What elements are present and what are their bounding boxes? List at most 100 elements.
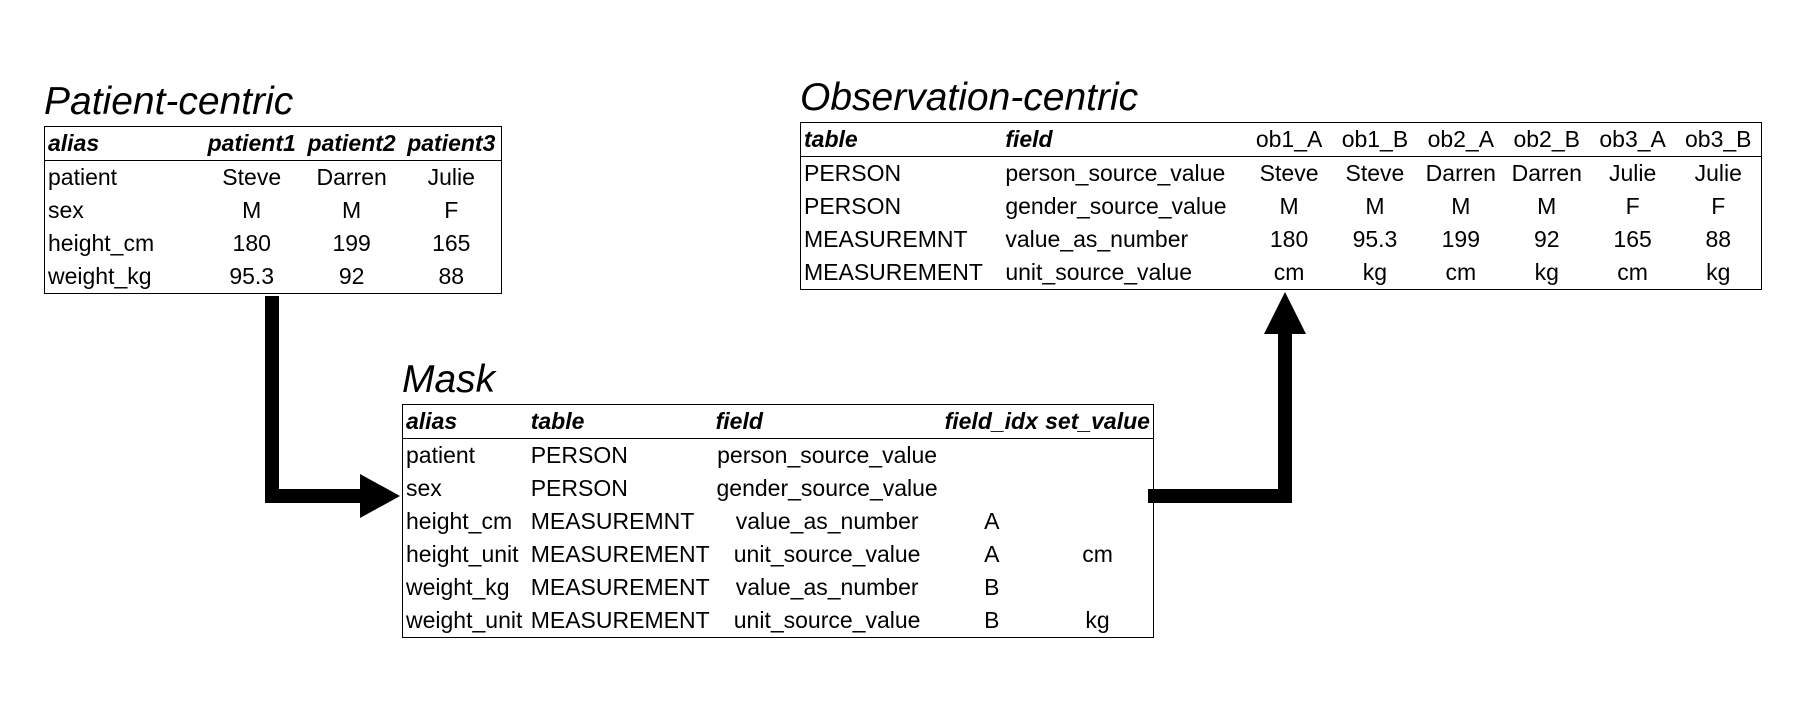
cell: MEASUREMNT — [804, 226, 968, 252]
col-header: ob2_B — [1503, 122, 1590, 157]
cell: 199 — [332, 230, 371, 256]
table-row: sex PERSON gender_source_value — [403, 472, 1154, 505]
cell: unit_source_value — [1005, 259, 1193, 285]
col-header: patient3 — [401, 126, 502, 161]
cell: value_as_number — [735, 574, 919, 600]
table-row: PERSON gender_source_value M M M M F F — [801, 190, 1762, 223]
cell: Steve — [1345, 160, 1405, 186]
cell: kg — [1706, 259, 1731, 285]
cell: M — [1365, 193, 1385, 219]
cell: 165 — [432, 230, 471, 256]
cell: height_cm — [406, 508, 513, 534]
arrow-mask-to-observation — [1148, 330, 1292, 503]
mask-title: Mask — [402, 358, 496, 401]
cell — [1042, 505, 1153, 538]
cell: A — [984, 508, 1000, 534]
cell: M — [1537, 193, 1557, 219]
col-header: table — [800, 122, 1003, 157]
cell: Julie — [1608, 160, 1657, 186]
col-header: alias — [44, 126, 202, 161]
cell: PERSON — [530, 475, 628, 501]
arrow-head-into-mask — [360, 474, 400, 518]
cell: MEASUREMENT — [530, 541, 710, 567]
cell — [1042, 472, 1153, 505]
table-row: height_unit MEASUREMENT unit_source_valu… — [403, 538, 1154, 571]
cell — [1042, 571, 1153, 604]
cell: weight_kg — [406, 574, 510, 600]
cell: Julie — [1694, 160, 1742, 186]
cell: 180 — [1269, 226, 1309, 252]
cell: value_as_number — [1005, 226, 1189, 252]
table-row: weight_kg 95.3 92 88 — [45, 260, 502, 294]
cell: kg — [1362, 259, 1388, 285]
cell: value_as_number — [735, 508, 919, 534]
cell: 95.3 — [229, 263, 275, 289]
cell: MEASUREMENT — [804, 259, 983, 285]
col-header: patient1 — [201, 126, 302, 161]
cell: 88 — [438, 263, 465, 289]
cell: gender_source_value — [716, 475, 938, 501]
cell: cm — [1082, 541, 1113, 567]
cell: A — [984, 541, 1000, 567]
cell: F — [444, 197, 459, 223]
cell: unit_source_value — [733, 541, 921, 567]
cell: Darren — [1511, 160, 1582, 186]
col-header: patient2 — [301, 126, 402, 161]
cell: 92 — [338, 263, 365, 289]
col-header: field — [712, 404, 942, 439]
table-row: patient Steve Darren Julie — [45, 161, 502, 195]
table-row: height_cm 180 199 165 — [45, 227, 502, 260]
cell — [942, 439, 1043, 473]
table-row: patient PERSON person_source_value — [403, 439, 1154, 473]
cell: patient — [48, 164, 118, 190]
cell: 95.3 — [1352, 226, 1398, 252]
observation-centric-table: table field ob1_A ob1_B ob2_A ob2_B ob3_… — [800, 122, 1762, 290]
cell: height_cm — [48, 230, 155, 256]
arrow-patient-to-mask — [265, 296, 370, 503]
cell: gender_source_value — [1005, 193, 1227, 219]
cell: F — [1625, 193, 1640, 219]
table-row: MEASUREMNT value_as_number 180 95.3 199 … — [801, 223, 1762, 256]
cell: cm — [1617, 259, 1648, 285]
cell: B — [984, 574, 1000, 600]
cell: cm — [1445, 259, 1477, 285]
cell: weight_kg — [48, 263, 152, 289]
table-row: weight_kg MEASUREMENT value_as_number B — [403, 571, 1154, 604]
col-header: ob1_B — [1332, 122, 1418, 157]
col-header: ob3_A — [1589, 122, 1676, 157]
cell: person_source_value — [717, 442, 938, 468]
table-row: height_cm MEASUREMNT value_as_number A — [403, 505, 1154, 538]
table-row: weight_unit MEASUREMENT unit_source_valu… — [403, 604, 1154, 638]
cell: PERSON — [530, 442, 628, 468]
col-header: ob1_A — [1246, 122, 1333, 157]
observation-centric-title: Observation-centric — [800, 76, 1139, 119]
cell: M — [242, 197, 262, 223]
cell: height_unit — [406, 541, 519, 567]
cell: 199 — [1441, 226, 1481, 252]
cell: unit_source_value — [733, 607, 921, 633]
table-row: PERSON person_source_value Steve Steve D… — [801, 157, 1762, 191]
cell: Steve — [222, 164, 282, 190]
cell: MEASUREMENT — [530, 607, 710, 633]
col-header: ob3_B — [1675, 122, 1762, 157]
cell: kg — [1085, 607, 1110, 633]
cell: sex — [48, 197, 84, 223]
patient-centric-title: Patient-centric — [44, 80, 294, 123]
cell: M — [1279, 193, 1299, 219]
col-header: table — [527, 404, 713, 439]
cell: 180 — [232, 230, 271, 256]
cell: 88 — [1705, 226, 1732, 252]
cell: kg — [1534, 259, 1559, 285]
cell: PERSON — [804, 193, 902, 219]
cell: Steve — [1259, 160, 1319, 186]
col-header: ob2_A — [1417, 122, 1504, 157]
cell: sex — [406, 475, 442, 501]
col-header: field_idx — [941, 404, 1043, 439]
cell: MEASUREMNT — [530, 508, 695, 534]
arrow-head-into-observation — [1264, 292, 1306, 334]
table-row: MEASUREMENT unit_source_value cm kg cm k… — [801, 256, 1762, 290]
cell: B — [984, 607, 1000, 633]
cell — [1042, 439, 1153, 473]
cell: 165 — [1613, 226, 1652, 252]
